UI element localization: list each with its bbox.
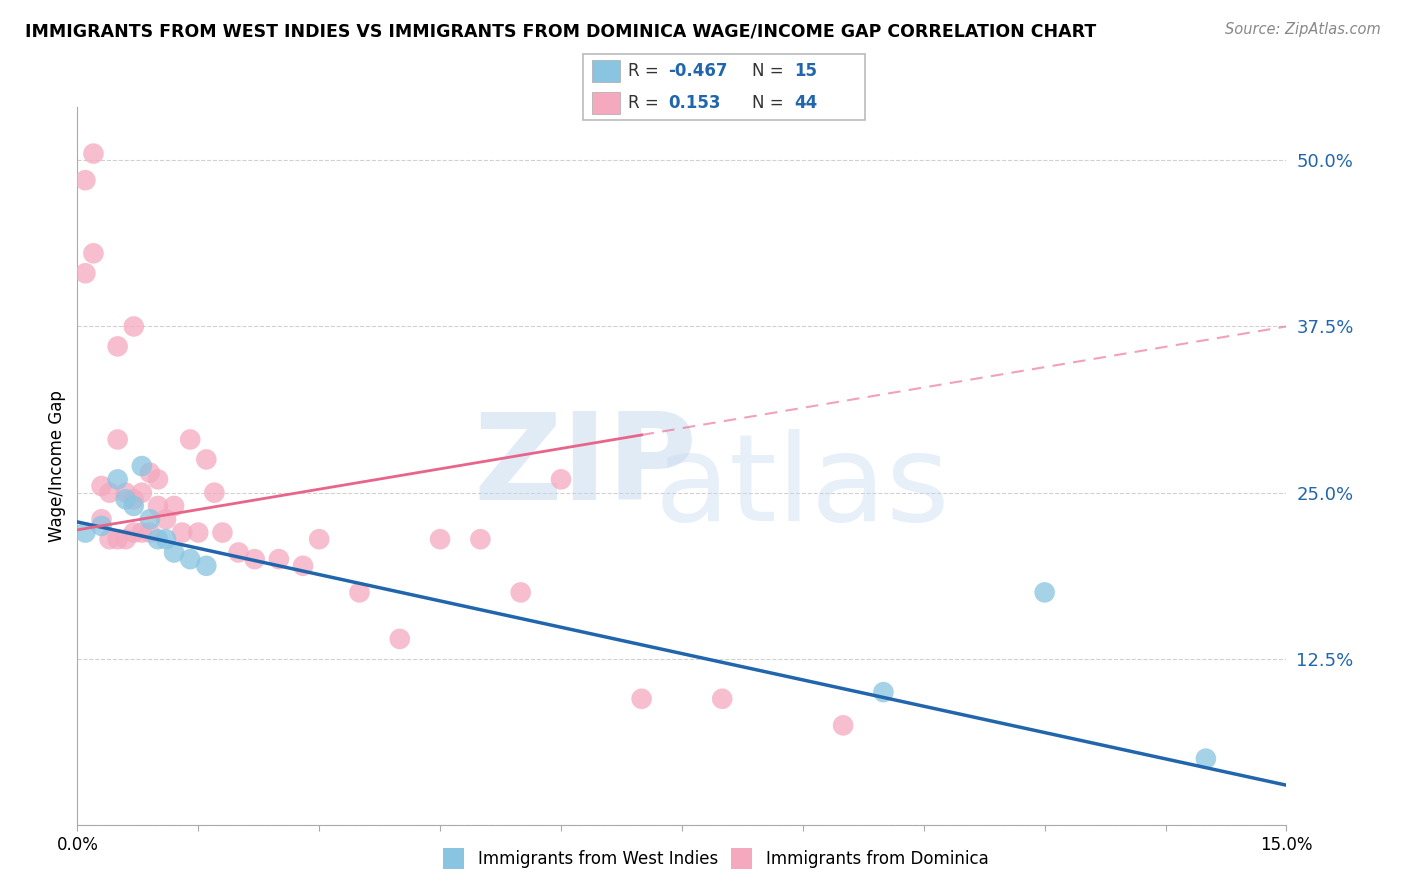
Point bbox=[131, 525, 153, 540]
Point bbox=[139, 512, 162, 526]
Point bbox=[114, 492, 136, 507]
Text: ZIP: ZIP bbox=[474, 408, 697, 524]
Text: 15: 15 bbox=[794, 62, 817, 80]
Point bbox=[195, 452, 218, 467]
Text: N =: N = bbox=[752, 94, 789, 112]
Point bbox=[122, 319, 145, 334]
Point bbox=[243, 552, 266, 566]
Point bbox=[267, 552, 290, 566]
Point bbox=[308, 532, 330, 546]
Point bbox=[139, 466, 162, 480]
Point bbox=[90, 519, 112, 533]
Point bbox=[163, 545, 186, 559]
Point bbox=[1033, 585, 1056, 599]
Point bbox=[711, 691, 734, 706]
Point bbox=[107, 433, 129, 447]
Point bbox=[187, 525, 209, 540]
Point bbox=[75, 173, 97, 187]
Point bbox=[509, 585, 531, 599]
Point bbox=[107, 532, 129, 546]
Y-axis label: Wage/Income Gap: Wage/Income Gap bbox=[48, 390, 66, 542]
Point bbox=[163, 499, 186, 513]
Point bbox=[146, 499, 169, 513]
Point bbox=[98, 532, 121, 546]
Point bbox=[292, 558, 315, 573]
Point bbox=[98, 485, 121, 500]
Point bbox=[872, 685, 894, 699]
Point bbox=[1195, 751, 1218, 765]
Point bbox=[146, 472, 169, 486]
Point bbox=[349, 585, 371, 599]
Point bbox=[107, 472, 129, 486]
Point bbox=[630, 691, 652, 706]
Point bbox=[832, 718, 855, 732]
Text: -0.467: -0.467 bbox=[668, 62, 727, 80]
Point bbox=[90, 512, 112, 526]
Text: Immigrants from Dominica: Immigrants from Dominica bbox=[766, 849, 988, 868]
Point bbox=[75, 525, 97, 540]
Point bbox=[90, 479, 112, 493]
Point bbox=[550, 472, 572, 486]
Point bbox=[155, 512, 177, 526]
Point bbox=[429, 532, 451, 546]
Point bbox=[179, 552, 201, 566]
Point bbox=[179, 433, 201, 447]
Point bbox=[114, 532, 136, 546]
Text: Immigrants from West Indies: Immigrants from West Indies bbox=[478, 849, 718, 868]
Point bbox=[388, 632, 411, 646]
Point bbox=[82, 246, 104, 260]
Point bbox=[122, 492, 145, 507]
Bar bbox=[731, 847, 752, 870]
Point bbox=[228, 545, 250, 559]
Point bbox=[172, 525, 194, 540]
Bar bbox=[592, 93, 620, 114]
Text: atlas: atlas bbox=[655, 429, 950, 546]
Point bbox=[131, 485, 153, 500]
Text: 44: 44 bbox=[794, 94, 818, 112]
Point bbox=[202, 485, 225, 500]
Text: 0.153: 0.153 bbox=[668, 94, 720, 112]
Point bbox=[139, 525, 162, 540]
Text: R =: R = bbox=[628, 94, 665, 112]
Point bbox=[155, 532, 177, 546]
Point bbox=[195, 558, 218, 573]
Text: R =: R = bbox=[628, 62, 665, 80]
Point bbox=[122, 499, 145, 513]
Text: N =: N = bbox=[752, 62, 789, 80]
Point bbox=[107, 339, 129, 353]
Bar bbox=[592, 61, 620, 82]
Point bbox=[131, 459, 153, 474]
Point bbox=[211, 525, 233, 540]
Bar bbox=[443, 847, 464, 870]
Point bbox=[75, 266, 97, 280]
Point bbox=[114, 485, 136, 500]
Point bbox=[122, 525, 145, 540]
Point bbox=[470, 532, 492, 546]
Point bbox=[82, 146, 104, 161]
Text: IMMIGRANTS FROM WEST INDIES VS IMMIGRANTS FROM DOMINICA WAGE/INCOME GAP CORRELAT: IMMIGRANTS FROM WEST INDIES VS IMMIGRANT… bbox=[25, 22, 1097, 40]
Point bbox=[146, 532, 169, 546]
Text: Source: ZipAtlas.com: Source: ZipAtlas.com bbox=[1225, 22, 1381, 37]
